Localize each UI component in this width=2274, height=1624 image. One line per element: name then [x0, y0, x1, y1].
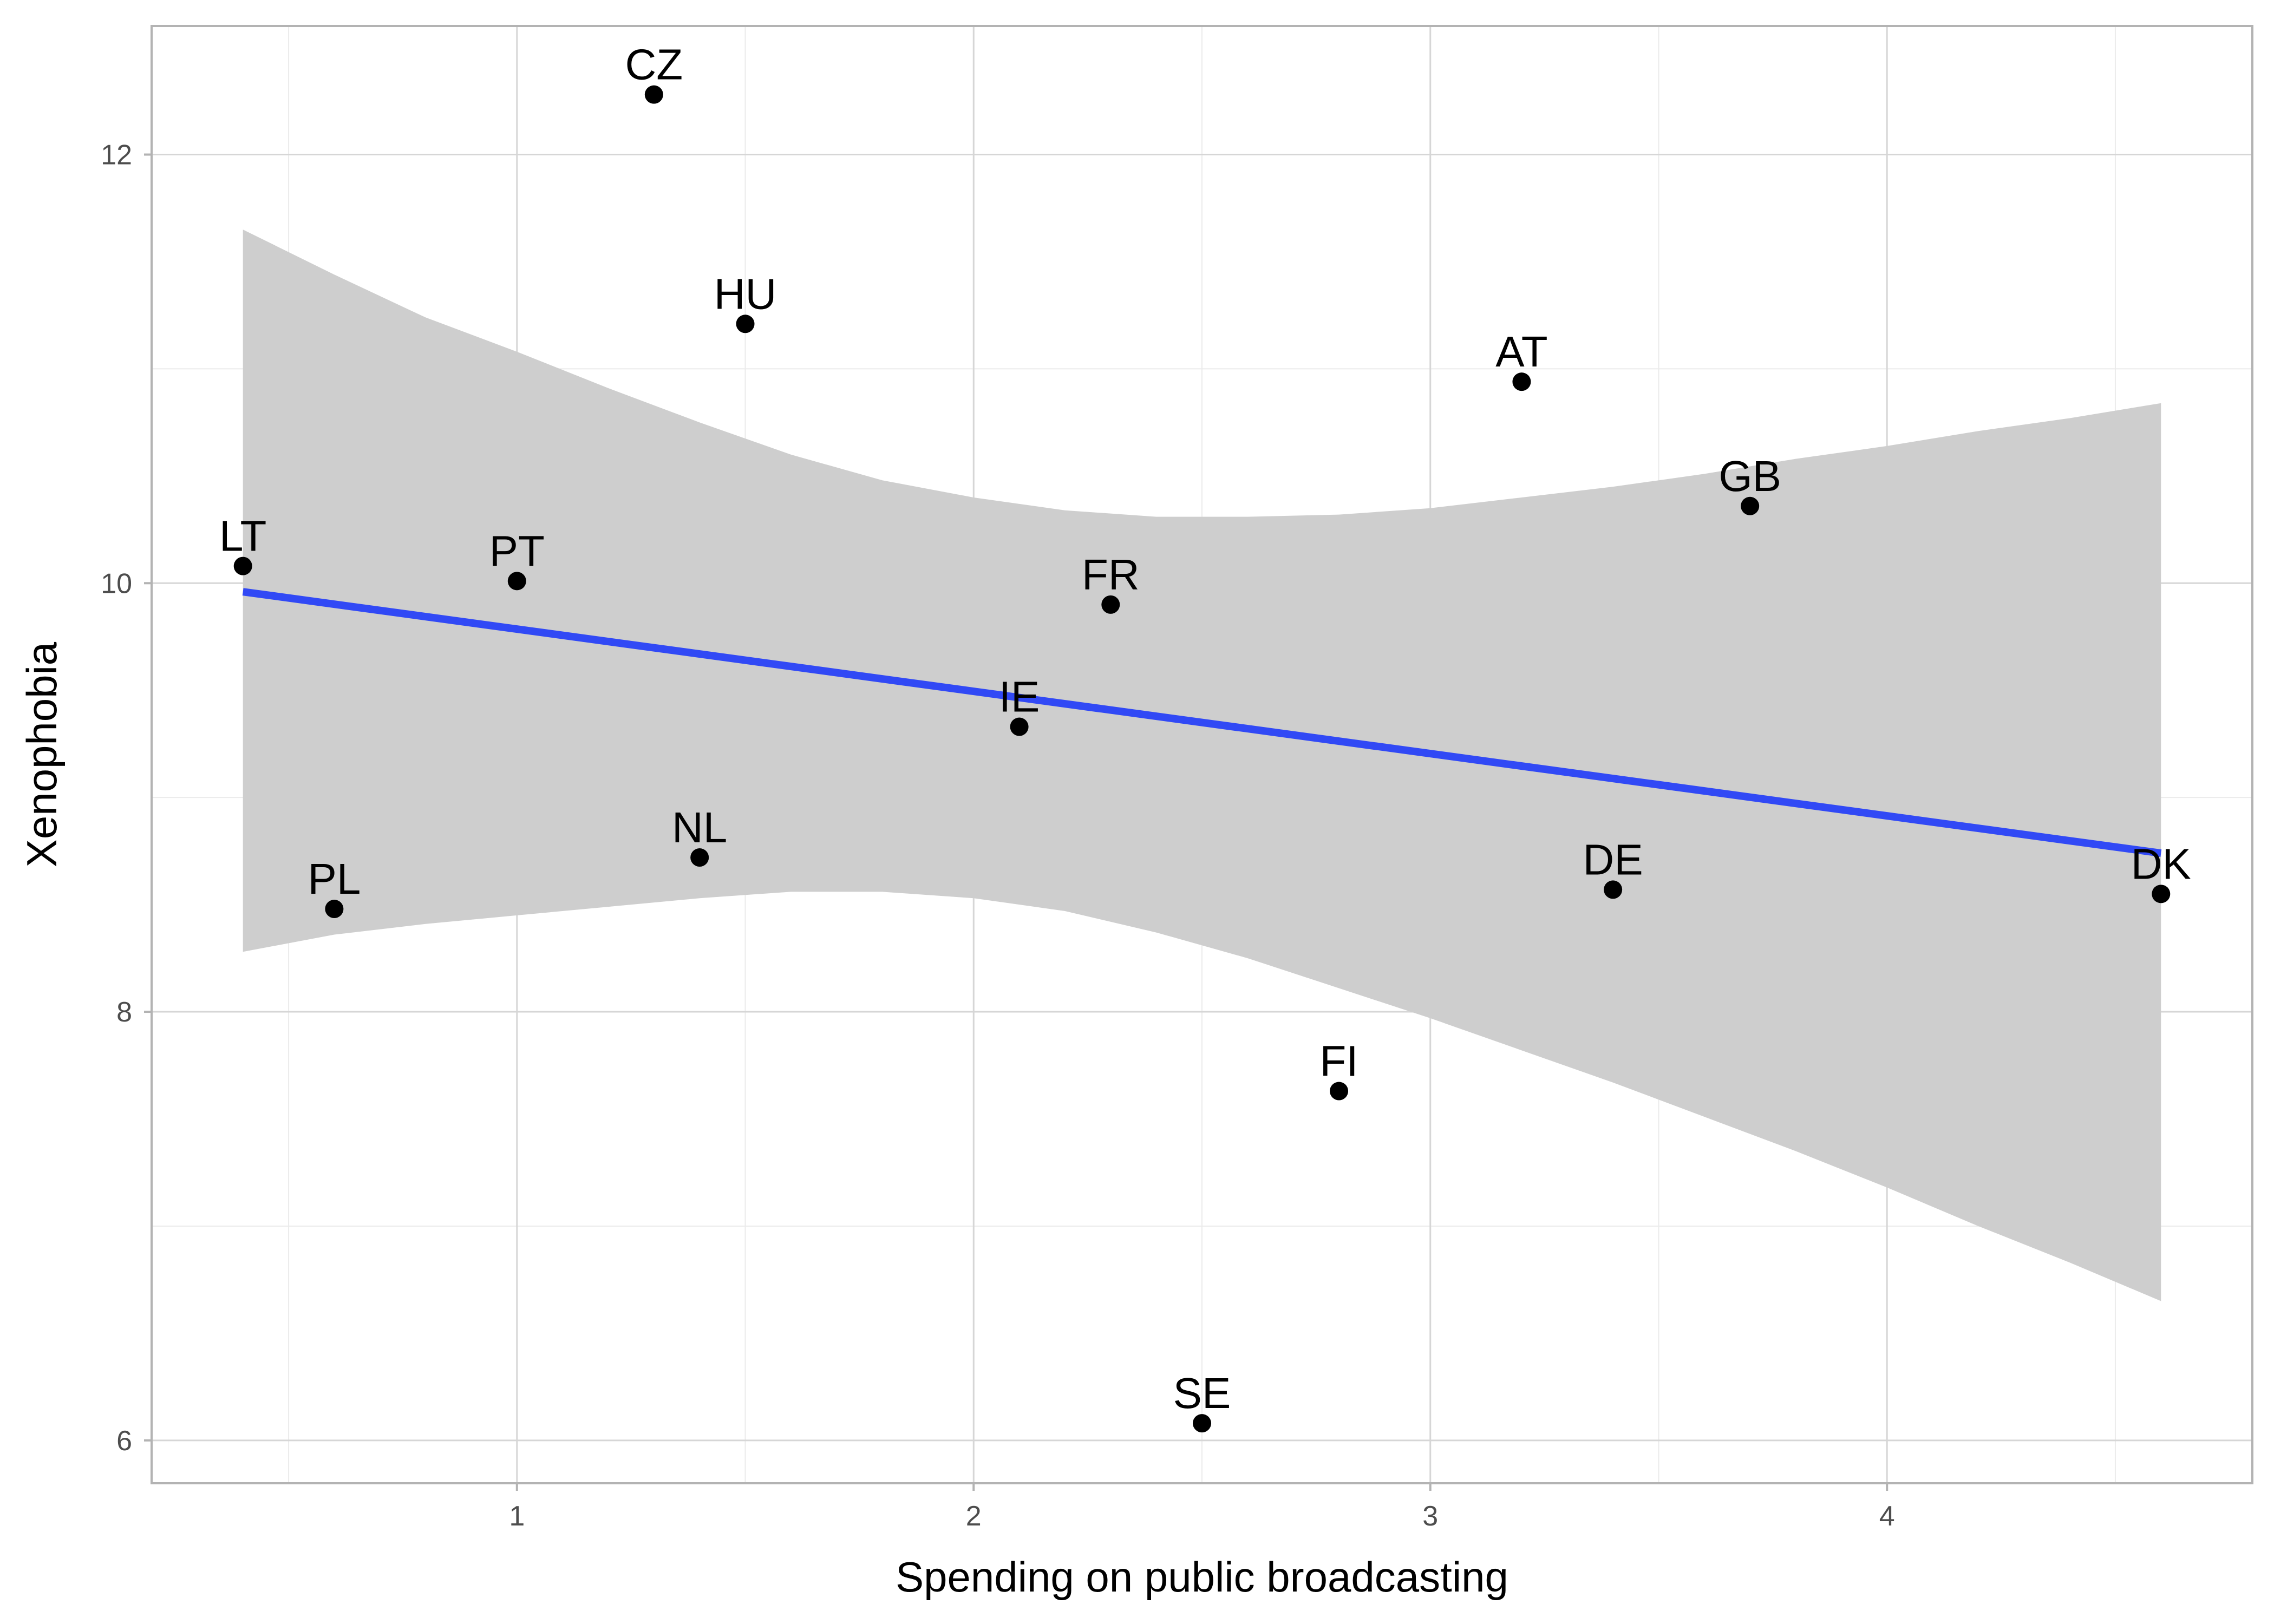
- data-point-cz: [644, 85, 663, 104]
- point-label-hu: HU: [714, 270, 777, 318]
- y-tick-label: 10: [101, 568, 132, 599]
- confidence-band: [243, 230, 2161, 1301]
- data-point-se: [1193, 1414, 1211, 1433]
- point-label-fr: FR: [1082, 551, 1140, 599]
- point-labels: CZ HU AT GB LT PT FR IE NL DE DK PL FI SE: [219, 41, 2191, 1417]
- point-label-pt: PT: [489, 527, 545, 575]
- data-point-de: [1604, 880, 1623, 899]
- y-tick-labels: 6 8 10 12: [101, 140, 132, 1457]
- point-label-dk: DK: [2131, 840, 2191, 888]
- x-tick-label: 4: [1879, 1501, 1895, 1532]
- point-label-pl: PL: [308, 855, 361, 903]
- point-label-de: DE: [1583, 835, 1643, 883]
- point-label-se: SE: [1173, 1369, 1231, 1417]
- data-point-lt: [233, 556, 252, 575]
- point-label-ie: IE: [999, 673, 1040, 721]
- y-axis-title: Xenophobia: [18, 641, 66, 867]
- data-point-pt: [507, 572, 526, 591]
- data-point-dk: [2152, 885, 2171, 903]
- data-points: [233, 85, 2171, 1433]
- data-point-ie: [1010, 717, 1029, 736]
- data-point-gb: [1741, 496, 1760, 515]
- point-label-fi: FI: [1319, 1037, 1358, 1085]
- x-tick-label: 1: [509, 1501, 525, 1532]
- point-label-nl: NL: [672, 803, 727, 852]
- point-label-cz: CZ: [625, 41, 683, 89]
- point-label-lt: LT: [219, 512, 266, 560]
- y-tick-label: 12: [101, 140, 132, 171]
- data-point-fi: [1330, 1082, 1349, 1101]
- x-tick-labels: 1 2 3 4: [509, 1501, 1894, 1532]
- axis-ticks: [144, 153, 1889, 1491]
- data-point-pl: [325, 900, 344, 919]
- data-point-fr: [1101, 595, 1120, 614]
- point-label-gb: GB: [1718, 452, 1781, 500]
- y-tick-label: 8: [116, 997, 132, 1028]
- y-tick-label: 6: [116, 1425, 132, 1457]
- data-point-at: [1512, 372, 1531, 391]
- panel-border: [151, 25, 2253, 1484]
- x-tick-label: 3: [1422, 1501, 1438, 1532]
- data-point-hu: [736, 315, 755, 333]
- data-point-nl: [690, 848, 709, 867]
- point-label-at: AT: [1495, 328, 1547, 376]
- x-tick-label: 2: [966, 1501, 982, 1532]
- x-axis-title: Spending on public broadcasting: [896, 1553, 1508, 1601]
- trend-line: [242, 588, 2162, 857]
